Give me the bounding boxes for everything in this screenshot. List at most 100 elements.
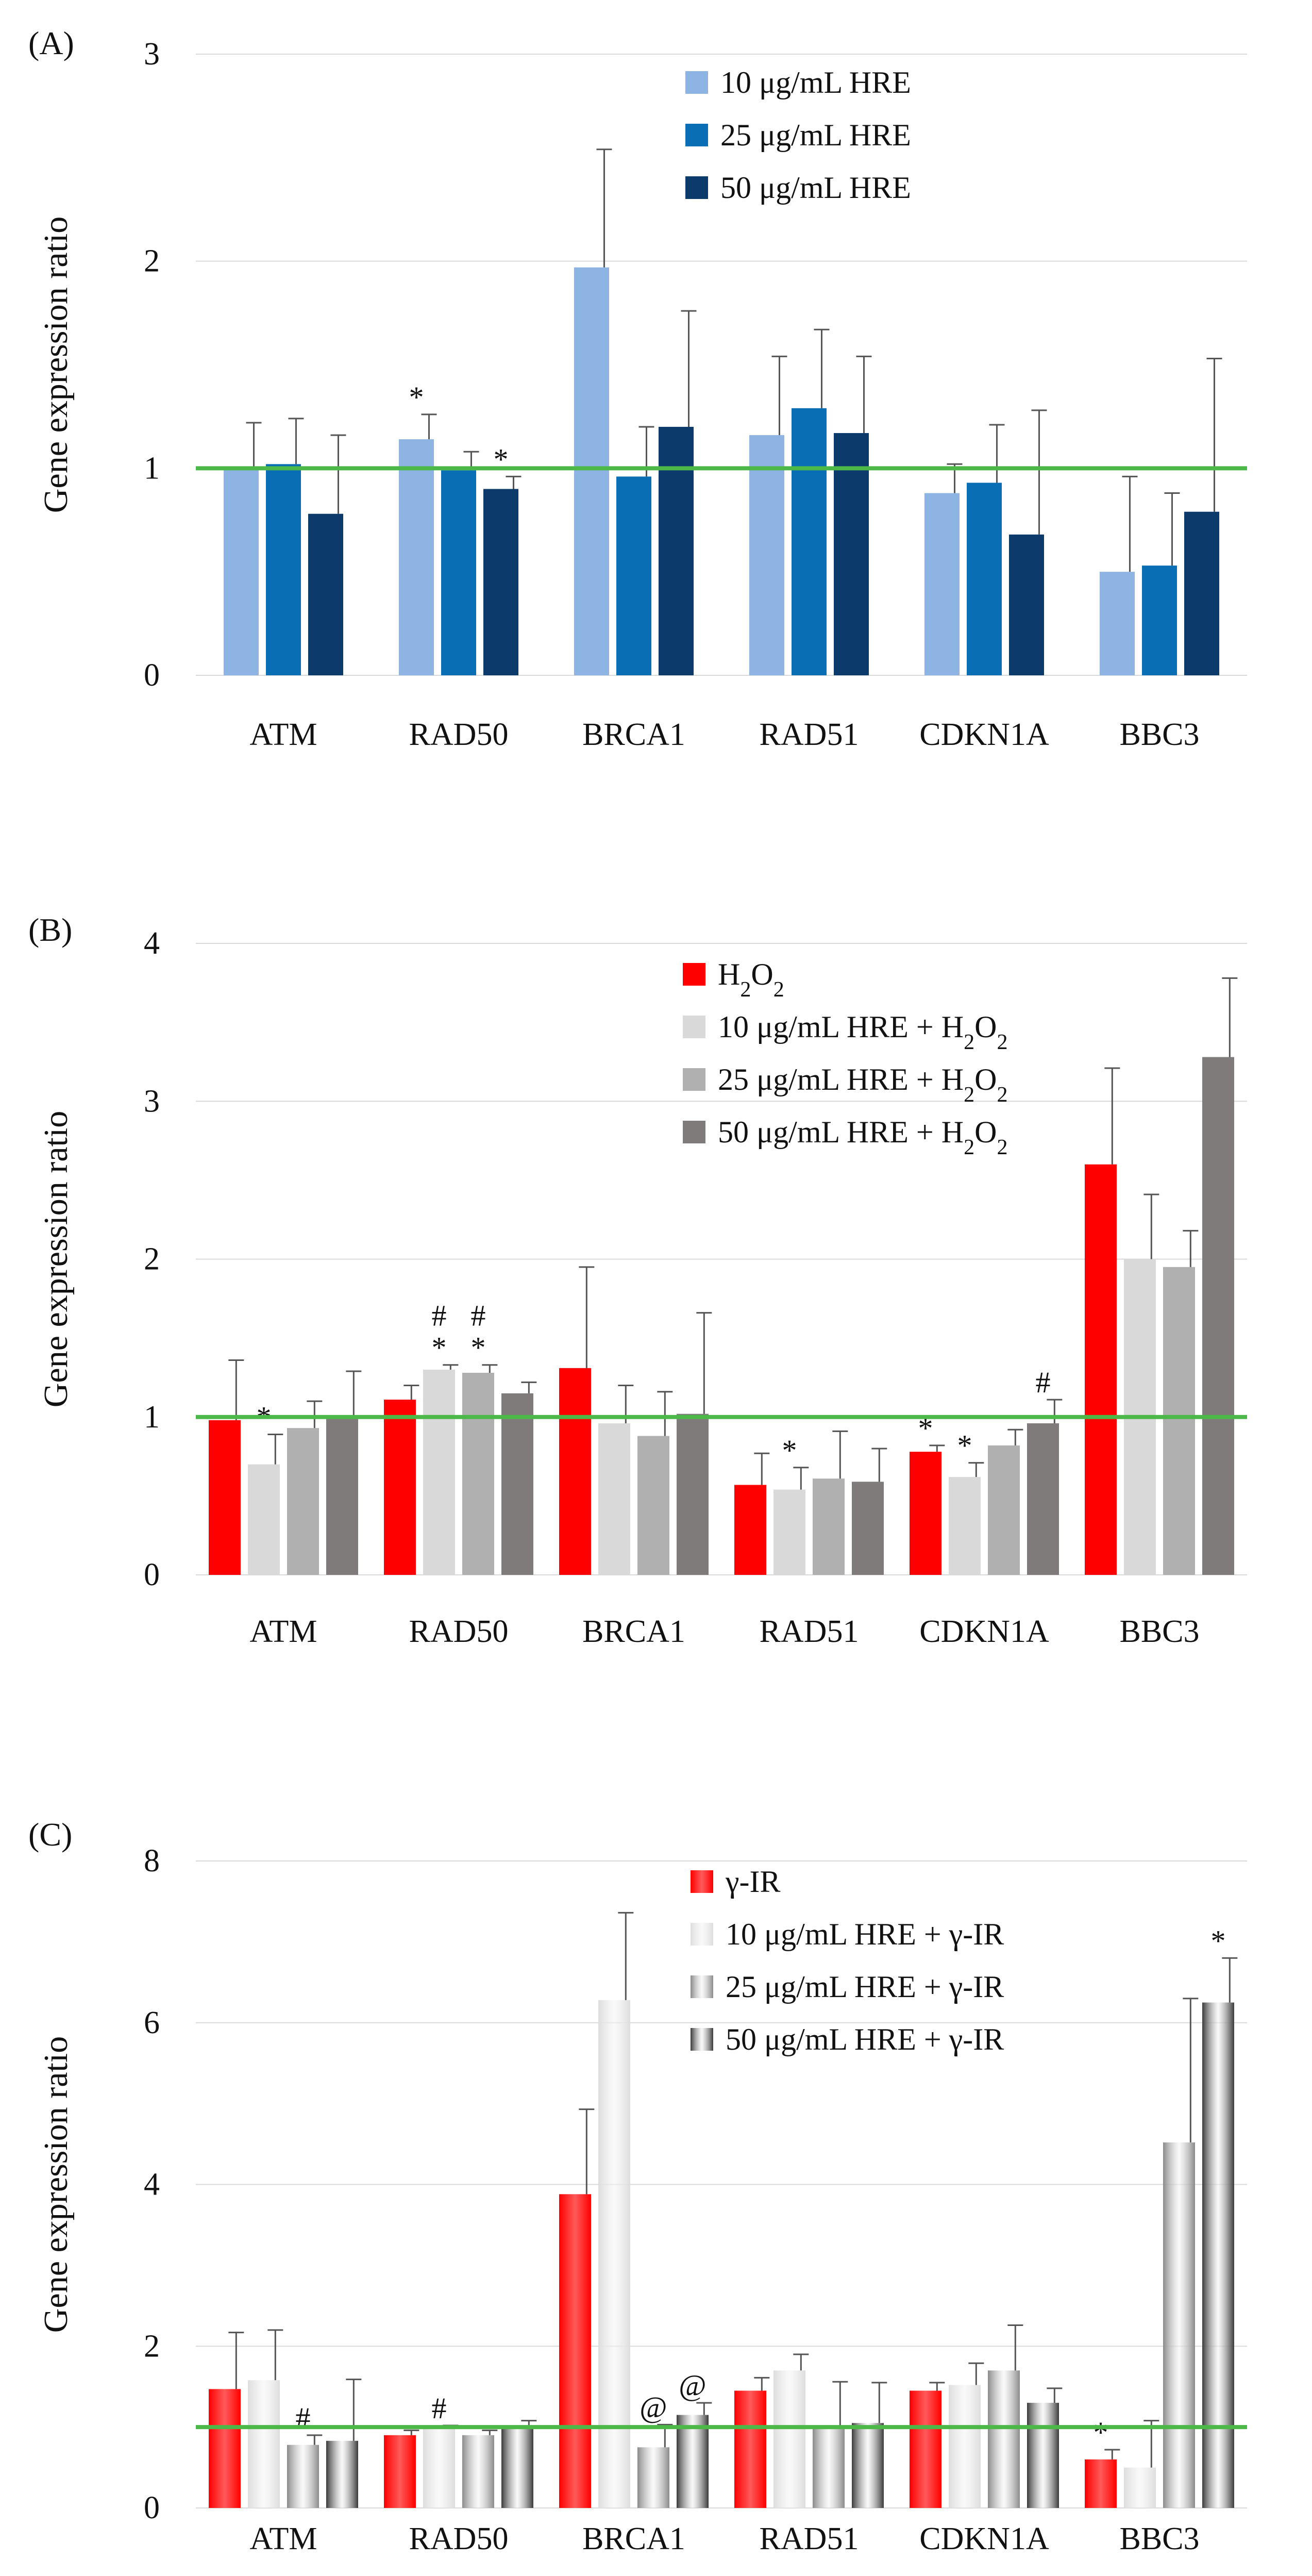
bar-cdkn1a-series-1 xyxy=(910,1452,941,1575)
y-tick-label: 0 xyxy=(144,658,160,693)
bar-brca1-series-1 xyxy=(559,2194,591,2508)
bar-bbc3-series-1 xyxy=(1085,1164,1117,1575)
bar-brca1-series-2 xyxy=(598,2000,630,2508)
y-tick-label: 2 xyxy=(144,244,160,279)
bar-atm-series-3 xyxy=(287,2445,319,2508)
bar-cdkn1a-series-3 xyxy=(988,2370,1020,2508)
significance-mark: # xyxy=(471,1299,486,1333)
legend-entry: 25 μg/mL HRE + H2O2 xyxy=(718,1062,1007,1107)
y-tick-label: 1 xyxy=(144,1400,160,1435)
legend-swatch xyxy=(691,1923,713,1946)
bar-rad51-series-3 xyxy=(813,2427,845,2508)
bar-rad51-series-3 xyxy=(813,1478,845,1575)
legend-entry: 50 μg/mL HRE xyxy=(720,171,911,205)
legend: 10 μg/mL HRE 25 μg/mL HRE 50 μg/mL HRE xyxy=(685,65,911,205)
y-axis-label: Gene expression ratio xyxy=(37,2036,75,2333)
bar-atm-series-2 xyxy=(266,464,301,675)
significance-mark: @ xyxy=(679,2369,706,2402)
legend-entry: 10 μg/mL HRE + H2O2 xyxy=(718,1010,1007,1054)
y-tick-label: 3 xyxy=(144,37,160,72)
legend-entry: H2O2 xyxy=(718,957,784,1002)
legend-swatch xyxy=(683,1121,705,1143)
bar-cdkn1a-series-4 xyxy=(1027,1423,1059,1575)
y-tick-label: 2 xyxy=(144,2329,160,2364)
panel-label: (C) xyxy=(28,1816,72,1853)
bar-rad51-series-2 xyxy=(773,1489,805,1575)
legend-swatch xyxy=(683,963,705,986)
chart-panel-c: (C)Gene expression ratio02468##ATM##RAD5… xyxy=(28,1816,1247,2556)
bar-atm-series-3 xyxy=(308,513,343,675)
significance-mark: * xyxy=(471,1331,486,1365)
significance-mark: @ xyxy=(640,2390,667,2424)
x-category-label: ATM xyxy=(250,1614,317,1649)
y-axis-label: Gene expression ratio xyxy=(37,217,75,513)
bar-bbc3-series-4 xyxy=(1202,2002,1234,2508)
legend-entry: 50 μg/mL HRE + γ-IR xyxy=(726,2022,1004,2056)
bar-atm-series-1 xyxy=(209,2389,241,2508)
x-category-label: RAD51 xyxy=(760,2521,859,2556)
legend-swatch xyxy=(691,1870,713,1893)
legend-entry: 10 μg/mL HRE xyxy=(720,65,911,99)
bar-bbc3-series-3 xyxy=(1163,1267,1195,1575)
significance-mark: * xyxy=(432,1331,447,1365)
bar-cdkn1a-series-2 xyxy=(949,1477,981,1575)
bar-atm-series-4 xyxy=(326,2440,358,2508)
bar-rad51-series-2 xyxy=(792,408,827,675)
x-category-label: RAD50 xyxy=(409,2521,509,2556)
bar-rad50-series-4 xyxy=(501,1393,533,1575)
bar-cdkn1a-series-1 xyxy=(910,2390,941,2508)
bar-cdkn1a-series-4 xyxy=(1027,2403,1059,2508)
bar-brca1-series-4 xyxy=(677,2415,709,2508)
x-category-label: BRCA1 xyxy=(582,717,685,752)
significance-mark: # xyxy=(432,1299,447,1333)
bar-atm-series-2 xyxy=(248,2380,280,2508)
y-tick-label: 2 xyxy=(144,1242,160,1277)
bar-brca1-series-1 xyxy=(559,1368,591,1575)
bar-cdkn1a-series-2 xyxy=(967,483,1002,675)
legend-swatch xyxy=(691,2028,713,2051)
bar-atm-series-1 xyxy=(209,1420,241,1575)
x-category-label: BBC3 xyxy=(1119,2521,1199,2556)
bar-atm-series-2 xyxy=(248,1464,280,1575)
x-category-label: CDKN1A xyxy=(919,2521,1049,2556)
bar-rad50-series-1 xyxy=(399,439,434,675)
bar-brca1-series-2 xyxy=(598,1423,630,1575)
significance-mark: # xyxy=(432,2391,447,2425)
legend-entry: 10 μg/mL HRE + γ-IR xyxy=(726,1917,1004,1951)
y-tick-label: 6 xyxy=(144,2005,160,2040)
legend-swatch xyxy=(683,1016,705,1038)
significance-mark: * xyxy=(1094,2416,1108,2449)
y-tick-label: 1 xyxy=(144,451,160,486)
legend: H2O2 10 μg/mL HRE + H2O2 25 μg/mL HRE + H2… xyxy=(683,957,1007,1159)
y-tick-label: 4 xyxy=(144,2167,160,2202)
legend-swatch xyxy=(685,176,708,199)
y-tick-label: 4 xyxy=(144,926,160,961)
bar-rad50-series-4 xyxy=(501,2427,533,2508)
bar-rad50-series-1 xyxy=(384,1400,416,1575)
legend: γ-IR 10 μg/mL HRE + γ-IR 25 μg/mL HRE + γ-… xyxy=(691,1865,1004,2056)
bar-brca1-series-3 xyxy=(659,427,694,675)
bar-rad50-series-3 xyxy=(462,1373,494,1575)
bar-atm-series-1 xyxy=(224,468,259,675)
significance-mark: # xyxy=(296,2401,311,2435)
bar-rad51-series-4 xyxy=(852,1482,884,1575)
panel-label: (A) xyxy=(28,25,74,61)
significance-mark: * xyxy=(494,442,509,476)
x-category-label: RAD51 xyxy=(760,717,859,752)
bar-rad50-series-2 xyxy=(423,2427,455,2508)
x-category-label: ATM xyxy=(250,2521,317,2556)
bar-rad51-series-4 xyxy=(852,2423,884,2508)
significance-mark: * xyxy=(409,380,424,414)
significance-mark: * xyxy=(1211,1924,1226,1957)
x-category-label: ATM xyxy=(250,717,317,752)
bar-rad50-series-3 xyxy=(483,489,518,675)
bar-brca1-series-3 xyxy=(637,1436,669,1575)
y-tick-label: 3 xyxy=(144,1084,160,1119)
significance-mark: * xyxy=(782,1434,797,1467)
y-tick-label: 0 xyxy=(144,2490,160,2525)
x-category-label: CDKN1A xyxy=(919,1614,1049,1649)
bar-brca1-series-3 xyxy=(637,2447,669,2508)
significance-mark: # xyxy=(1036,1366,1051,1399)
legend-entry: γ-IR xyxy=(725,1865,781,1899)
